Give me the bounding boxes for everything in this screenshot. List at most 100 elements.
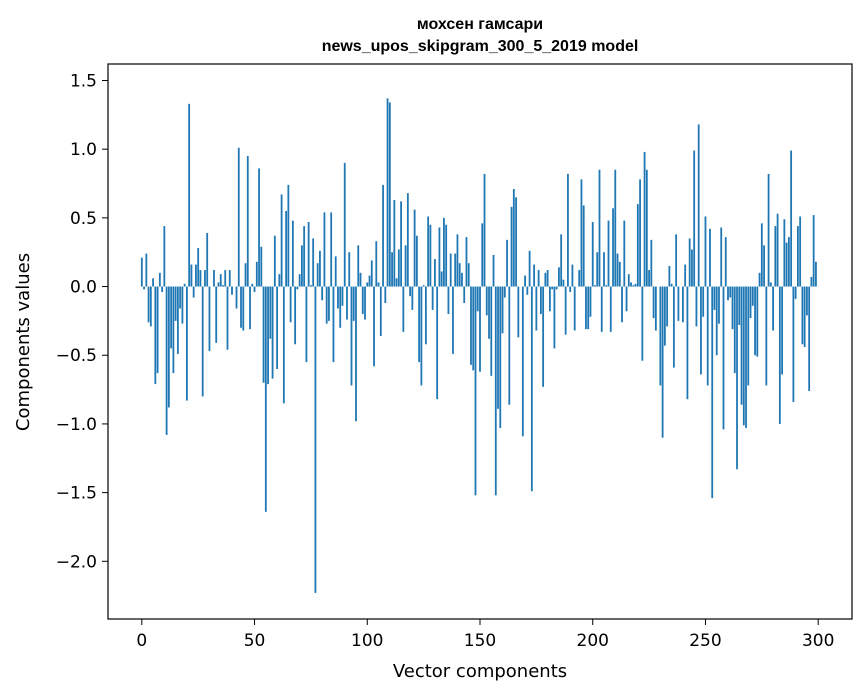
bar — [677, 286, 680, 321]
bar — [337, 286, 339, 309]
bar — [377, 282, 380, 287]
bar — [181, 286, 184, 324]
bar — [449, 253, 452, 287]
bar — [600, 286, 603, 332]
bar — [488, 286, 490, 339]
y-axis-ticks: −2.0 −1.5 −1.0 −0.5 0.0 0.5 1.0 1.5 — [56, 71, 108, 572]
bar — [512, 189, 515, 287]
bar — [424, 286, 427, 345]
bar — [548, 286, 551, 312]
bar — [461, 272, 463, 287]
bar — [280, 194, 283, 287]
bar — [406, 193, 409, 287]
bar — [654, 286, 657, 331]
bar — [296, 286, 299, 290]
bar — [747, 286, 750, 386]
bar — [627, 274, 630, 287]
bar — [264, 286, 267, 512]
bar — [370, 260, 373, 287]
bar — [186, 286, 188, 401]
bar — [190, 264, 193, 287]
bar — [201, 286, 204, 397]
bar — [332, 286, 335, 363]
bar — [140, 257, 143, 287]
x-tick-label: 100 — [351, 631, 383, 651]
chart-title-line1: мохсен гамсари — [417, 16, 543, 33]
bar — [291, 220, 294, 287]
bar — [645, 169, 648, 287]
bar — [355, 286, 357, 422]
bar — [224, 270, 227, 287]
bar — [763, 245, 765, 287]
x-tick-label: 150 — [464, 631, 496, 651]
bar — [328, 286, 330, 321]
bar — [591, 221, 594, 287]
bar — [341, 286, 344, 306]
bar — [253, 286, 256, 293]
bar — [729, 286, 732, 298]
bar — [781, 286, 784, 375]
bar — [176, 286, 179, 354]
bar — [285, 210, 288, 287]
y-tick-label: 0.0 — [70, 278, 97, 298]
bar — [630, 282, 632, 287]
x-axis-label: Vector components — [393, 661, 567, 682]
bar — [456, 234, 459, 287]
x-axis-ticks: 0 50 100 150 200 250 300 — [136, 619, 834, 651]
bar — [618, 261, 621, 287]
bar — [445, 224, 448, 287]
bar — [240, 286, 242, 328]
bar — [388, 102, 391, 287]
bar — [323, 212, 326, 287]
bar — [204, 270, 206, 287]
bar — [641, 286, 644, 361]
bar — [670, 283, 673, 287]
bar — [697, 124, 700, 287]
bar — [553, 286, 556, 349]
bar — [515, 197, 517, 287]
bar — [760, 223, 763, 287]
bar — [634, 283, 637, 287]
bar — [465, 237, 468, 287]
bar — [470, 286, 472, 365]
bar — [492, 254, 495, 287]
bar — [684, 264, 687, 287]
bar — [808, 286, 811, 391]
bar — [334, 256, 337, 287]
bar — [373, 286, 375, 367]
bar — [594, 285, 596, 287]
bar — [352, 286, 355, 321]
bar — [258, 168, 260, 287]
bar — [688, 238, 691, 287]
bar — [379, 286, 382, 337]
bar — [255, 261, 258, 287]
bar — [249, 286, 251, 330]
bar — [375, 241, 378, 287]
bar — [693, 150, 696, 287]
bar — [715, 286, 718, 356]
bar — [578, 270, 581, 287]
bar — [569, 286, 572, 293]
bar — [659, 286, 662, 386]
bar — [156, 286, 159, 374]
bar — [494, 286, 497, 496]
bar — [368, 275, 371, 287]
bar — [436, 286, 439, 400]
bar — [691, 249, 693, 287]
bar — [510, 206, 513, 287]
bar — [411, 286, 414, 310]
bar — [801, 286, 804, 345]
bar — [718, 286, 720, 324]
bar — [605, 285, 608, 287]
y-tick-label: 0.5 — [70, 209, 97, 229]
bar — [167, 286, 170, 408]
bar — [244, 263, 247, 287]
bar — [736, 286, 738, 470]
bar — [675, 234, 678, 287]
bar — [567, 173, 569, 287]
bar — [754, 286, 756, 356]
bar — [790, 150, 793, 287]
x-tick-label: 250 — [689, 631, 721, 651]
bar — [472, 286, 475, 371]
bar — [431, 286, 434, 310]
